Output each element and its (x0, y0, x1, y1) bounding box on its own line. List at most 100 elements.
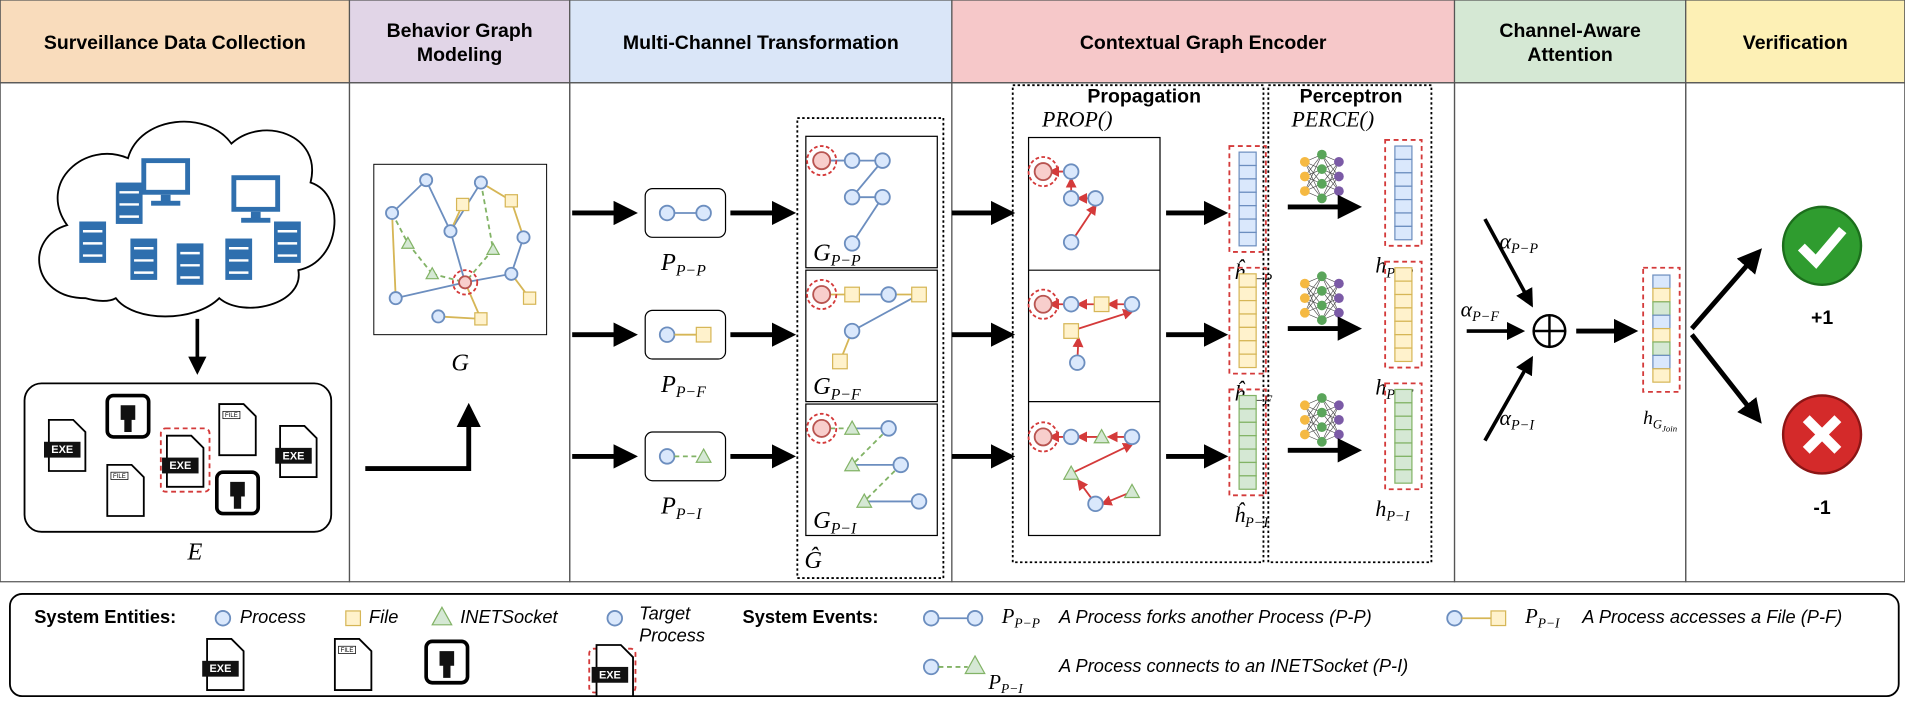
socket-node (965, 656, 984, 674)
nn-neuron (1334, 400, 1344, 410)
process-node (1088, 497, 1103, 512)
process-node (1125, 430, 1140, 445)
file-node (912, 287, 927, 302)
vector-cell (1395, 213, 1412, 226)
subgraph-label: GP−I (813, 507, 857, 537)
combined-label: Ĝ (804, 546, 822, 574)
vector-cell (1239, 179, 1256, 192)
process-node (845, 190, 860, 205)
process-node (660, 206, 675, 221)
edge (1071, 444, 1132, 473)
nn-neuron (1317, 271, 1327, 281)
column-title: Verification (1743, 32, 1848, 54)
vector-cell (1239, 166, 1256, 179)
subscript: P−F (830, 386, 861, 403)
symbol: P (660, 492, 676, 519)
symbol: G (813, 373, 831, 400)
subgraph-label: GP−F (813, 373, 861, 403)
process-node (660, 449, 675, 464)
file-node (346, 611, 361, 626)
legend-pattern: PP−P (1001, 606, 1040, 631)
process-node (893, 458, 908, 473)
graph-label: G (451, 350, 469, 377)
edge (392, 180, 426, 213)
file-text: FILE (113, 473, 126, 480)
exe-text: EXE (599, 669, 621, 681)
nn-neuron (1334, 157, 1344, 167)
exe-text: EXE (169, 460, 191, 472)
nn-neuron (1317, 164, 1327, 174)
vector-cell (1395, 146, 1412, 159)
target-node (1035, 296, 1052, 313)
process-node (420, 174, 432, 186)
vector-cell (1239, 422, 1256, 435)
vector-cell (1239, 327, 1256, 340)
legend-pattern: PP−I (987, 672, 1023, 697)
legend-entry: Process (639, 624, 705, 645)
graph-label: E (186, 538, 202, 565)
file-text: FILE (341, 647, 354, 654)
process-node (1064, 164, 1079, 179)
exe-text: EXE (283, 450, 305, 462)
vector-cell (1395, 186, 1412, 199)
subscript: P−I (1510, 418, 1535, 434)
process-node (875, 153, 890, 168)
nn-neuron (1300, 430, 1310, 440)
weight-label: αP−P (1500, 228, 1539, 257)
vector-cell (1395, 348, 1412, 361)
socket-node (1125, 484, 1140, 497)
subscript: P−P (830, 252, 861, 269)
exe-text: EXE (51, 444, 73, 456)
nn-neuron (1317, 179, 1327, 189)
symbol: P (987, 672, 1001, 694)
vector-cell (1239, 341, 1256, 354)
file-text: FILE (225, 412, 238, 419)
subscript: P−P (675, 262, 706, 279)
encoded-label: hP−I (1375, 496, 1410, 525)
accept-icon (1783, 207, 1861, 285)
arrow (1692, 252, 1759, 329)
process-node (1070, 355, 1085, 370)
nn-neuron (1317, 437, 1327, 447)
vector-cell (1395, 430, 1412, 443)
file-node (845, 287, 860, 302)
vector-cell (1395, 389, 1412, 402)
process-node (660, 327, 675, 342)
vector-cell (1395, 173, 1412, 186)
nn-neuron (1334, 308, 1344, 318)
process-node (912, 494, 927, 509)
legend-pattern: PP−I (1524, 606, 1560, 631)
process-node (845, 153, 860, 168)
target-node (813, 152, 830, 169)
symbol: P (660, 249, 676, 276)
subscript: P−I (1000, 681, 1023, 696)
process-node (1064, 297, 1079, 312)
process-node (845, 324, 860, 339)
nn-neuron (1300, 186, 1310, 196)
vector-cell (1653, 275, 1670, 288)
computer-icon (234, 178, 278, 210)
edge (465, 274, 511, 283)
legend-entry: Process (240, 606, 306, 627)
column-title: Attention (1527, 44, 1612, 66)
legend-title: System Events: (743, 606, 879, 627)
nn-neuron (1334, 415, 1344, 425)
process-node (1088, 191, 1103, 206)
socket-node (1064, 466, 1079, 479)
legend-entry: A Process connects to an INETSocket (P-I… (1058, 655, 1408, 676)
vector-cell (1395, 200, 1412, 213)
file-node (524, 292, 536, 304)
process-node (432, 310, 444, 322)
process-node (505, 268, 517, 280)
column-title: Channel-Aware (1499, 20, 1641, 42)
process-node (924, 660, 939, 675)
section-title: Perceptron (1300, 86, 1403, 108)
vector-cell (1239, 219, 1256, 232)
socket-plug (121, 405, 136, 432)
legend-entry: INETSocket (460, 606, 558, 627)
vector-cell (1239, 301, 1256, 314)
process-node (386, 207, 398, 219)
socket-plug (230, 482, 245, 509)
symbol: G (813, 507, 831, 534)
computer-icon (144, 161, 188, 193)
